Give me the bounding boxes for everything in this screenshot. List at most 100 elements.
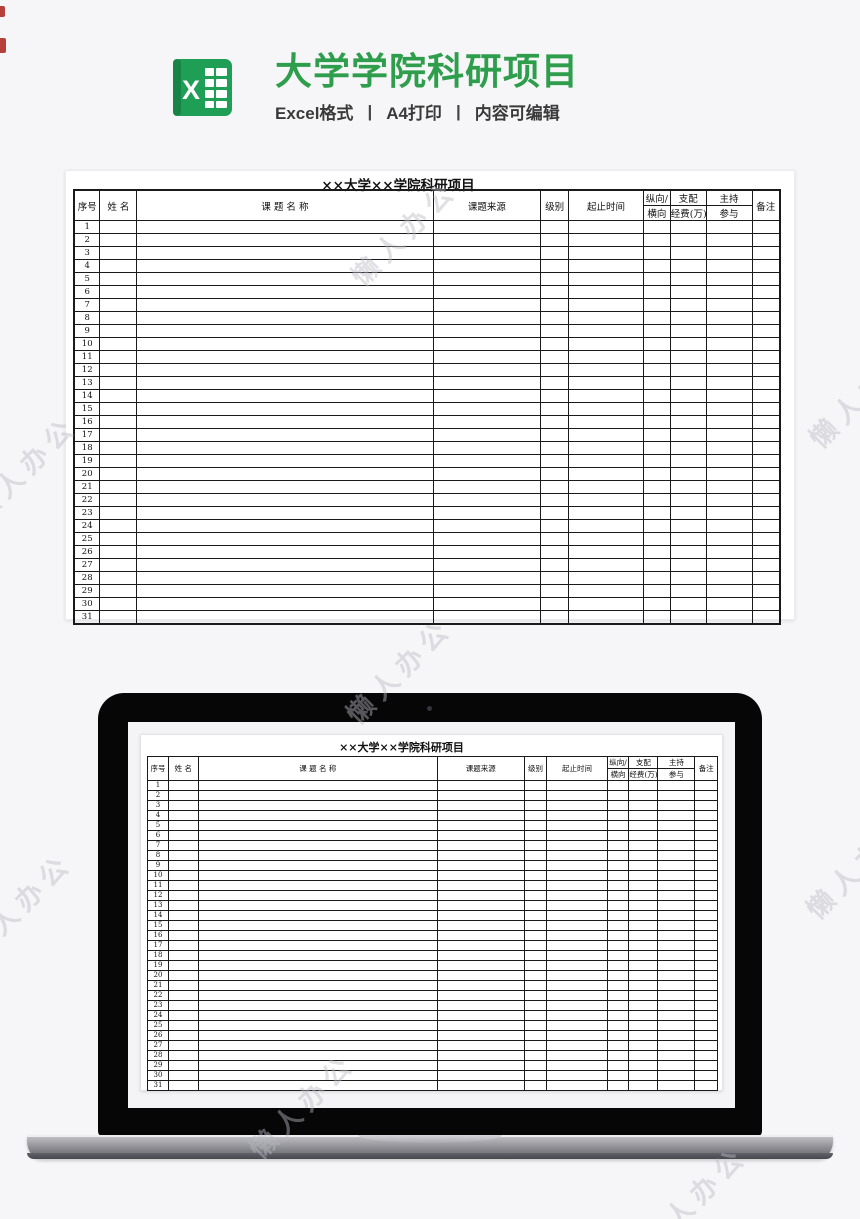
empty-cell [657, 1030, 696, 1041]
laptop-screen: ××大学××学院科研项目 序号姓 名课 题 名 称课题来源 级别 起止时间 纵向/支配主… [98, 693, 762, 1137]
empty-cell [546, 980, 608, 991]
empty-cell [657, 930, 696, 941]
empty-cell [669, 597, 707, 611]
empty-cell [523, 840, 548, 851]
empty-cell [540, 272, 570, 286]
empty-cell [669, 584, 707, 598]
empty-cell [628, 970, 659, 981]
empty-cell [167, 1050, 199, 1061]
empty-cell [136, 233, 434, 247]
empty-cell [628, 880, 659, 891]
empty-cell [432, 493, 542, 507]
empty-cell [628, 820, 659, 831]
empty-cell [167, 820, 199, 831]
empty-cell [540, 454, 570, 468]
empty-cell [657, 940, 696, 951]
empty-cell [694, 930, 718, 941]
empty-cell [99, 454, 138, 468]
table-row: 24 [147, 1010, 718, 1021]
empty-cell [751, 571, 781, 585]
empty-cell [546, 810, 608, 821]
empty-cell [99, 506, 138, 520]
row-number-cell: 31 [147, 1080, 169, 1091]
empty-cell [642, 519, 671, 533]
empty-cell [694, 790, 718, 801]
empty-cell [540, 493, 570, 507]
table-row: 13 [73, 376, 781, 390]
empty-cell [568, 363, 644, 377]
table-row: 23 [147, 1000, 718, 1011]
empty-cell [694, 880, 718, 891]
empty-cell [523, 830, 548, 841]
empty-cell [432, 428, 542, 442]
empty-cell [628, 930, 659, 941]
empty-cell [523, 910, 548, 921]
table-row: 19 [73, 454, 781, 468]
empty-cell [606, 970, 630, 981]
empty-cell [657, 1010, 696, 1021]
empty-cell [657, 870, 696, 881]
empty-cell [540, 389, 570, 403]
empty-cell [657, 810, 696, 821]
empty-cell [642, 415, 671, 429]
row-number-cell: 12 [73, 363, 101, 377]
row-number-cell: 29 [147, 1060, 169, 1071]
empty-cell [167, 900, 199, 911]
empty-cell [99, 480, 138, 494]
empty-cell [628, 1010, 659, 1021]
table-row: 9 [147, 860, 718, 871]
empty-cell [540, 571, 570, 585]
empty-cell [642, 376, 671, 390]
empty-cell [669, 441, 707, 455]
empty-cell [436, 1050, 525, 1061]
empty-cell [628, 1040, 659, 1051]
empty-cell [657, 900, 696, 911]
empty-cell [540, 220, 570, 234]
row-number-cell: 7 [147, 840, 169, 851]
empty-cell [568, 545, 644, 559]
empty-cell [751, 233, 781, 247]
column-header: 起止时间 [546, 756, 608, 781]
empty-cell [606, 930, 630, 941]
table-row: 14 [147, 910, 718, 921]
empty-cell [657, 830, 696, 841]
empty-cell [167, 940, 199, 951]
empty-cell [546, 910, 608, 921]
empty-cell [694, 980, 718, 991]
empty-cell [568, 337, 644, 351]
empty-cell [628, 850, 659, 861]
empty-cell [694, 940, 718, 951]
empty-cell [540, 350, 570, 364]
empty-cell [432, 402, 542, 416]
empty-cell [136, 220, 434, 234]
table-row: 5 [73, 272, 781, 286]
empty-cell [436, 960, 525, 971]
empty-cell [546, 820, 608, 831]
separator: | [367, 101, 373, 121]
spreadsheet-preview: ××大学××学院科研项目 序号姓 名课 题 名 称课题来源 级别 起止时间 纵向/支配主… [65, 170, 795, 625]
table-row: 4 [73, 259, 781, 273]
empty-cell [568, 610, 644, 625]
empty-cell [669, 415, 707, 429]
empty-cell [540, 337, 570, 351]
empty-cell [606, 830, 630, 841]
table-row: 18 [73, 441, 781, 455]
empty-cell [642, 532, 671, 546]
table-row: 18 [147, 950, 718, 961]
empty-cell [136, 402, 434, 416]
empty-cell [99, 233, 138, 247]
empty-cell [568, 389, 644, 403]
row-number-cell: 18 [73, 441, 101, 455]
empty-cell [628, 800, 659, 811]
empty-cell [606, 850, 630, 861]
table-row: 14 [73, 389, 781, 403]
empty-cell [540, 519, 570, 533]
webcam-icon [427, 706, 432, 711]
empty-cell [436, 890, 525, 901]
empty-cell [657, 840, 696, 851]
column-header: 级别 [523, 756, 548, 781]
empty-cell [642, 220, 671, 234]
empty-cell [705, 610, 753, 625]
empty-cell [546, 990, 608, 1001]
column-header: 姓 名 [167, 756, 199, 781]
